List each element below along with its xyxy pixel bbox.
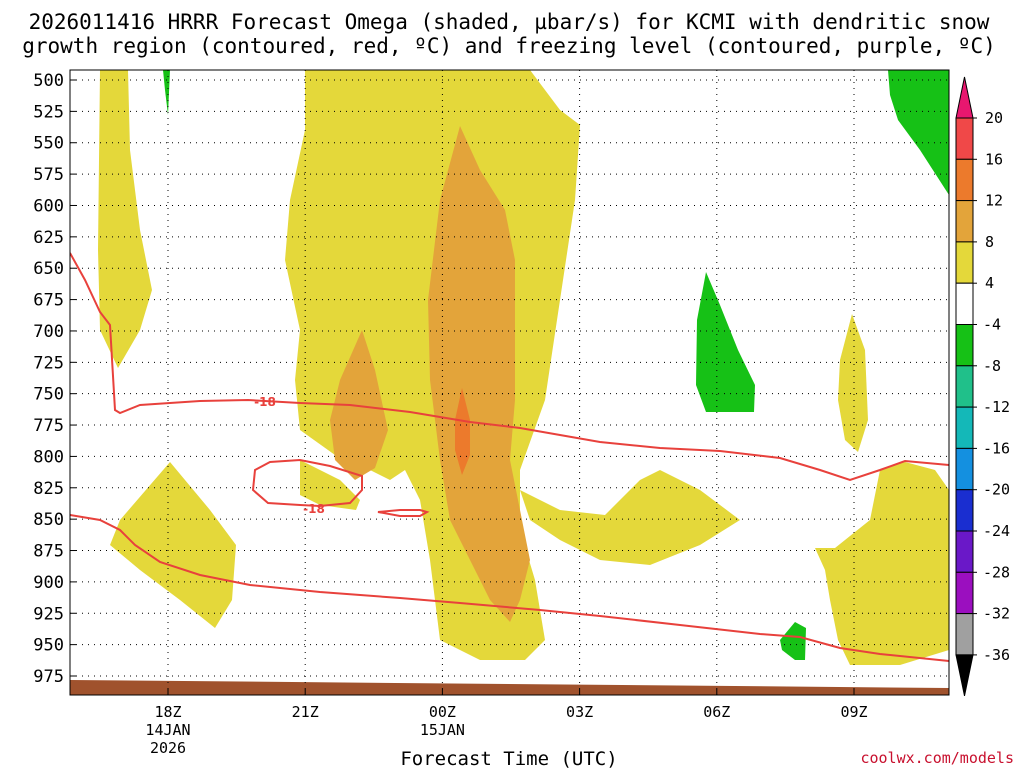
colorbar-label: -28	[983, 563, 1010, 581]
plot-frame	[69, 69, 950, 696]
omega-region-yellow-4	[520, 470, 740, 565]
colorbar-swatch	[955, 200, 974, 243]
contour-upper	[70, 252, 949, 482]
y-tick-label: 975	[33, 667, 64, 687]
x-tick-label: 03Z	[566, 703, 593, 721]
omega-region-orange-2	[330, 330, 388, 480]
colorbar-swatch	[955, 117, 974, 160]
y-tick-label: 925	[33, 604, 64, 624]
omega-region-orange-1	[428, 126, 530, 622]
colorbar-swatch	[955, 530, 974, 573]
x-tick-year: 2026	[150, 739, 186, 757]
y-tick-label: 750	[33, 385, 64, 405]
colorbar-swatch	[955, 158, 974, 202]
x-tick-label: 21Z	[292, 703, 319, 721]
omega-region-yellow-3	[110, 462, 236, 628]
y-tick-label: 500	[33, 71, 64, 91]
colorbar-swatch	[955, 241, 974, 284]
colorbar-label: -20	[983, 481, 1010, 499]
colorbar-label: 8	[985, 233, 994, 251]
contour-closed-loop	[251, 458, 363, 508]
colorbar-label: -36	[983, 646, 1010, 664]
y-tick-label: 525	[33, 102, 64, 122]
y-tick-label: 875	[33, 542, 64, 562]
y-tick-label: 775	[33, 416, 64, 436]
colorbar-swatch	[955, 571, 974, 615]
contour-small-loop	[377, 509, 430, 517]
y-tick-label: 550	[33, 134, 64, 154]
colorbar-label: -24	[983, 522, 1010, 540]
x-tick-label: 09Z	[840, 703, 867, 721]
contour-label-1: -18	[254, 395, 276, 409]
colorbar-swatch	[955, 489, 974, 532]
omega-region-green-1	[163, 70, 170, 115]
omega-region-deep-orange	[455, 388, 470, 475]
omega-region-green-3	[696, 272, 755, 412]
x-axis-label: Forecast Time (UTC)	[400, 748, 617, 768]
y-tick-label: 800	[33, 447, 64, 467]
colorbar-swatch	[955, 324, 974, 367]
colorbar-label: -8	[983, 357, 1001, 375]
colorbar-label: 20	[985, 109, 1003, 127]
gridlines	[70, 70, 949, 695]
x-tick-sublabel: 14JAN	[145, 721, 190, 739]
colorbar-swatch	[955, 365, 974, 408]
colorbar-label: 16	[985, 150, 1003, 168]
contour-label-2: -18	[303, 502, 325, 516]
omega-region-yellow-6	[815, 462, 949, 665]
colorbar-swatch	[955, 447, 974, 491]
omega-region-yellow-5	[838, 314, 868, 452]
x-tick-label: 06Z	[703, 703, 730, 721]
omega-field	[70, 70, 949, 695]
y-tick-label: 650	[33, 259, 64, 279]
chart-title-line2: growth region (contoured, red, ºC) and f…	[22, 34, 996, 58]
colorbar-label: 12	[985, 192, 1003, 210]
y-tick-label: 575	[33, 165, 64, 185]
y-tick-label: 600	[33, 196, 64, 216]
y-tick-label: 700	[33, 322, 64, 342]
dendritic-contours	[70, 252, 949, 662]
chart-title-line1: 2026011416 HRRR Forecast Omega (shaded, …	[29, 10, 990, 34]
omega-region-green-2	[888, 70, 949, 195]
omega-region-yellow-1	[98, 70, 152, 368]
x-tick-sublabel: 15JAN	[420, 721, 465, 739]
colorbar-label: 4	[985, 274, 994, 292]
y-tick-label: 675	[33, 291, 64, 311]
colorbar-bottom-arrow	[955, 654, 974, 697]
y-tick-label: 725	[33, 353, 64, 373]
colorbar-label: -4	[983, 316, 1001, 334]
colorbar-swatch	[955, 613, 974, 656]
colorbar-swatch	[955, 406, 974, 449]
y-axis: 500 525 550 575 600 625 650 675 700 725 750 775 800 8…	[33, 71, 76, 687]
omega-region-green-4	[780, 622, 806, 660]
colorbar: 20 16 12 8 4 -4 -8 -12 -16 -20 -24 -28 -32 -36	[955, 76, 1010, 697]
omega-region-yellow-7	[300, 460, 360, 510]
y-tick-label: 625	[33, 228, 64, 248]
y-tick-label: 900	[33, 573, 64, 593]
terrain-strip	[70, 680, 949, 695]
credit-text: coolwx.com/models	[860, 749, 1014, 767]
x-tick-label: 18Z	[154, 703, 181, 721]
colorbar-label: -12	[983, 398, 1010, 416]
colorbar-label: -16	[983, 439, 1010, 457]
colorbar-label: -32	[983, 605, 1010, 623]
colorbar-top-arrow	[955, 76, 974, 119]
x-tick-label: 00Z	[429, 703, 456, 721]
contour-lower	[70, 514, 949, 662]
y-tick-label: 950	[33, 636, 64, 656]
y-tick-label: 850	[33, 510, 64, 530]
y-tick-label: 825	[33, 479, 64, 499]
colorbar-swatch	[955, 282, 974, 326]
